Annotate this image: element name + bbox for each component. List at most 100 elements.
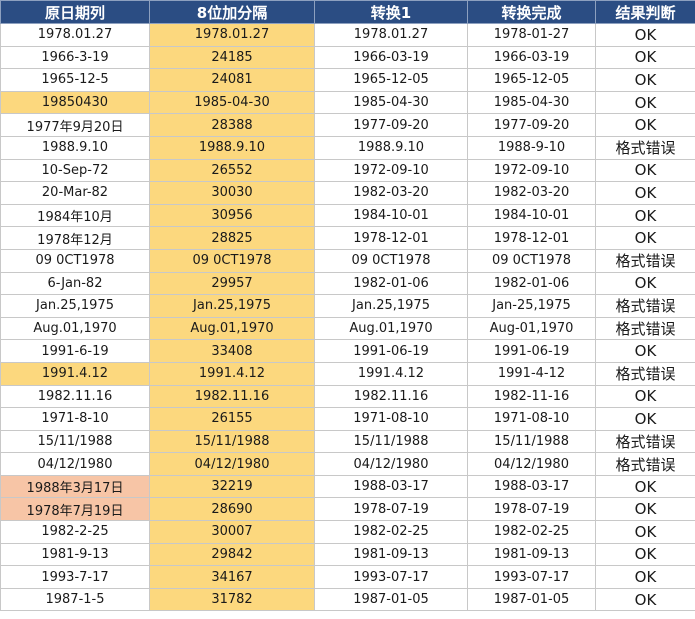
cell-8-digit-separator[interactable]: 09 0CT1978 <box>149 248 315 273</box>
cell-convert-1[interactable]: 1977-09-20 <box>314 113 468 137</box>
cell-convert-1[interactable]: 1984-10-01 <box>314 203 468 228</box>
cell-convert-done[interactable]: 1982-11-16 <box>467 384 596 409</box>
cell-convert-done[interactable]: Jan-25,1975 <box>467 294 596 318</box>
cell-convert-done[interactable]: 1991-06-19 <box>467 339 596 363</box>
cell-convert-1[interactable]: Jan.25,1975 <box>314 294 468 318</box>
cell-convert-done[interactable]: 09 0CT1978 <box>467 248 596 273</box>
cell-convert-1[interactable]: 1978-07-19 <box>314 497 468 522</box>
cell-8-digit-separator[interactable]: 28690 <box>149 497 315 522</box>
cell-original-date[interactable]: 1982.11.16 <box>0 384 150 409</box>
cell-result-check[interactable]: 格式错误 <box>595 316 695 341</box>
cell-original-date[interactable]: 1966-3-19 <box>0 45 150 70</box>
cell-result-check[interactable]: OK <box>595 271 695 296</box>
cell-original-date[interactable]: 1965-12-5 <box>0 68 150 92</box>
cell-result-check[interactable]: OK <box>595 226 695 250</box>
cell-8-digit-separator[interactable]: 29957 <box>149 271 315 296</box>
cell-convert-1[interactable]: 1982.11.16 <box>314 384 468 409</box>
cell-8-digit-separator[interactable]: 1978.01.27 <box>149 23 315 47</box>
cell-result-check[interactable]: OK <box>595 565 695 589</box>
cell-convert-done[interactable]: 1988-03-17 <box>467 474 596 499</box>
cell-convert-done[interactable]: 1971-08-10 <box>467 407 596 431</box>
cell-original-date[interactable]: Aug.01,1970 <box>0 316 150 341</box>
cell-8-digit-separator[interactable]: 32219 <box>149 474 315 499</box>
cell-convert-1[interactable]: 1978-12-01 <box>314 226 468 250</box>
cell-original-date[interactable]: 1971-8-10 <box>0 407 150 431</box>
cell-original-date[interactable]: 1977年9月20日 <box>0 113 150 137</box>
cell-result-check[interactable]: 格式错误 <box>595 294 695 318</box>
cell-convert-1[interactable]: 1993-07-17 <box>314 565 468 589</box>
cell-convert-done[interactable]: 1982-02-25 <box>467 520 596 544</box>
cell-original-date[interactable]: 1978年12月 <box>0 226 150 250</box>
cell-8-digit-separator[interactable]: 24185 <box>149 45 315 70</box>
cell-8-digit-separator[interactable]: 34167 <box>149 565 315 589</box>
cell-result-check[interactable]: 格式错误 <box>595 248 695 273</box>
cell-convert-1[interactable]: 1988-03-17 <box>314 474 468 499</box>
cell-convert-done[interactable]: 1982-01-06 <box>467 271 596 296</box>
cell-8-digit-separator[interactable]: 29842 <box>149 542 315 567</box>
cell-convert-1[interactable]: 15/11/1988 <box>314 429 468 454</box>
cell-result-check[interactable]: OK <box>595 587 695 612</box>
cell-result-check[interactable]: 格式错误 <box>595 452 695 476</box>
cell-8-digit-separator[interactable]: 1985-04-30 <box>149 90 315 115</box>
cell-8-digit-separator[interactable]: 33408 <box>149 339 315 363</box>
cell-result-check[interactable]: OK <box>595 45 695 70</box>
header-convert-1[interactable]: 转换1 <box>314 0 468 24</box>
cell-original-date[interactable]: 15/11/1988 <box>0 429 150 454</box>
cell-original-date[interactable]: 1987-1-5 <box>0 587 150 612</box>
cell-convert-done[interactable]: 1991-4-12 <box>467 361 596 386</box>
cell-convert-done[interactable]: 1978-01-27 <box>467 23 596 47</box>
cell-original-date[interactable]: 19850430 <box>0 90 150 115</box>
cell-original-date[interactable]: 20-Mar-82 <box>0 181 150 205</box>
cell-result-check[interactable]: OK <box>595 90 695 115</box>
cell-original-date[interactable]: Jan.25,1975 <box>0 294 150 318</box>
cell-original-date[interactable]: 1988年3月17日 <box>0 474 150 499</box>
cell-8-digit-separator[interactable]: 24081 <box>149 68 315 92</box>
cell-8-digit-separator[interactable]: 28388 <box>149 113 315 137</box>
cell-convert-done[interactable]: 1978-07-19 <box>467 497 596 522</box>
cell-result-check[interactable]: 格式错误 <box>595 135 695 160</box>
cell-convert-1[interactable]: 1985-04-30 <box>314 90 468 115</box>
cell-8-digit-separator[interactable]: 1991.4.12 <box>149 361 315 386</box>
cell-convert-1[interactable]: 1982-02-25 <box>314 520 468 544</box>
cell-convert-done[interactable]: Aug-01,1970 <box>467 316 596 341</box>
cell-convert-done[interactable]: 15/11/1988 <box>467 429 596 454</box>
cell-convert-1[interactable]: 1978.01.27 <box>314 23 468 47</box>
cell-8-digit-separator[interactable]: 15/11/1988 <box>149 429 315 454</box>
cell-8-digit-separator[interactable]: 28825 <box>149 226 315 250</box>
cell-convert-done[interactable]: 1966-03-19 <box>467 45 596 70</box>
cell-8-digit-separator[interactable]: Jan.25,1975 <box>149 294 315 318</box>
cell-result-check[interactable]: OK <box>595 407 695 431</box>
cell-original-date[interactable]: 1991-6-19 <box>0 339 150 363</box>
cell-original-date[interactable]: 1993-7-17 <box>0 565 150 589</box>
cell-convert-1[interactable]: 1982-03-20 <box>314 181 468 205</box>
cell-convert-done[interactable]: 1987-01-05 <box>467 587 596 612</box>
cell-result-check[interactable]: 格式错误 <box>595 361 695 386</box>
cell-result-check[interactable]: OK <box>595 158 695 183</box>
cell-8-digit-separator[interactable]: 26155 <box>149 407 315 431</box>
cell-convert-done[interactable]: 1972-09-10 <box>467 158 596 183</box>
cell-convert-1[interactable]: 1991.4.12 <box>314 361 468 386</box>
cell-original-date[interactable]: 1981-9-13 <box>0 542 150 567</box>
cell-8-digit-separator[interactable]: 1988.9.10 <box>149 135 315 160</box>
cell-8-digit-separator[interactable]: 31782 <box>149 587 315 612</box>
cell-convert-done[interactable]: 1978-12-01 <box>467 226 596 250</box>
cell-convert-1[interactable]: 1988.9.10 <box>314 135 468 160</box>
cell-result-check[interactable]: OK <box>595 113 695 137</box>
cell-result-check[interactable]: OK <box>595 23 695 47</box>
cell-convert-done[interactable]: 1988-9-10 <box>467 135 596 160</box>
cell-8-digit-separator[interactable]: 30030 <box>149 181 315 205</box>
cell-original-date[interactable]: 1978年7月19日 <box>0 497 150 522</box>
cell-original-date[interactable]: 09 0CT1978 <box>0 248 150 273</box>
cell-original-date[interactable]: 04/12/1980 <box>0 452 150 476</box>
cell-result-check[interactable]: 格式错误 <box>595 429 695 454</box>
cell-convert-done[interactable]: 1982-03-20 <box>467 181 596 205</box>
cell-result-check[interactable]: OK <box>595 474 695 499</box>
cell-result-check[interactable]: OK <box>595 542 695 567</box>
header-result-check[interactable]: 结果判断 <box>595 0 695 24</box>
cell-result-check[interactable]: OK <box>595 384 695 409</box>
cell-convert-1[interactable]: 1965-12-05 <box>314 68 468 92</box>
cell-result-check[interactable]: OK <box>595 181 695 205</box>
cell-convert-done[interactable]: 1977-09-20 <box>467 113 596 137</box>
cell-convert-1[interactable]: 1971-08-10 <box>314 407 468 431</box>
cell-result-check[interactable]: OK <box>595 68 695 92</box>
